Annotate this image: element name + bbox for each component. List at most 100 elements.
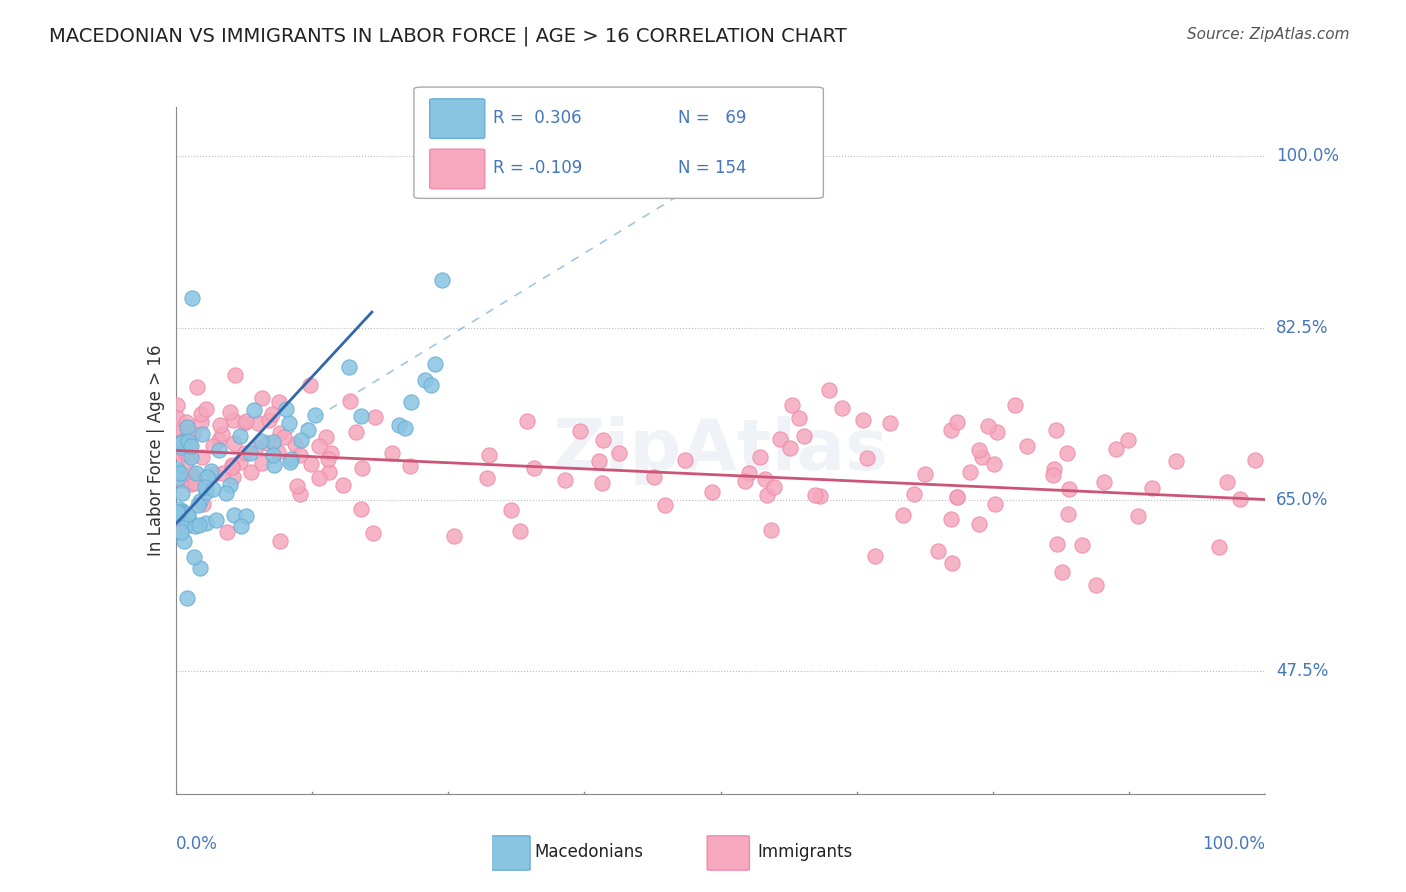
Point	[195, 485, 218, 500]
Point	[280, 451, 302, 466]
Point	[793, 429, 815, 443]
Point	[176, 591, 198, 605]
Point	[278, 455, 301, 469]
Point	[1042, 468, 1064, 483]
Point	[176, 507, 198, 521]
Point	[174, 446, 197, 460]
Point	[350, 502, 373, 516]
Point	[209, 418, 232, 433]
Text: 0.0%: 0.0%	[176, 835, 218, 853]
Point	[229, 455, 252, 469]
Point	[1070, 538, 1092, 552]
Point	[188, 561, 211, 575]
Point	[181, 291, 204, 305]
Point	[166, 466, 188, 480]
Point	[238, 446, 260, 460]
Point	[267, 445, 290, 459]
Point	[1017, 438, 1039, 452]
Point	[231, 519, 253, 533]
Point	[852, 412, 875, 426]
Point	[769, 432, 792, 446]
Point	[200, 464, 222, 478]
Point	[337, 359, 360, 374]
Point	[1208, 540, 1230, 554]
Point	[946, 415, 969, 429]
Point	[183, 518, 205, 533]
Point	[188, 517, 211, 532]
Point	[169, 467, 191, 481]
Text: R = -0.109: R = -0.109	[492, 160, 582, 178]
Point	[762, 480, 785, 494]
Point	[166, 411, 188, 425]
Point	[172, 507, 194, 521]
Point	[1056, 445, 1078, 459]
Point	[202, 482, 225, 496]
Text: Source: ZipAtlas.com: Source: ZipAtlas.com	[1187, 27, 1350, 42]
Point	[166, 461, 188, 475]
Point	[420, 377, 443, 392]
Point	[308, 471, 330, 485]
Point	[191, 450, 214, 464]
Point	[364, 410, 387, 425]
Point	[443, 529, 465, 543]
Point	[804, 488, 827, 502]
Point	[235, 508, 257, 523]
Point	[939, 511, 962, 525]
Point	[478, 448, 501, 462]
Point	[1045, 537, 1067, 551]
Point	[180, 450, 202, 464]
Point	[856, 451, 879, 466]
Point	[179, 467, 201, 482]
Point	[808, 489, 831, 503]
Point	[174, 518, 197, 533]
Point	[222, 413, 245, 427]
Point	[262, 449, 284, 463]
Point	[499, 503, 522, 517]
Point	[1092, 475, 1115, 490]
Point	[205, 513, 228, 527]
Point	[398, 458, 420, 473]
Point	[267, 395, 290, 409]
Point	[1116, 433, 1139, 447]
Point	[250, 434, 273, 448]
Point	[319, 446, 342, 460]
Point	[201, 439, 224, 453]
Point	[946, 490, 969, 504]
Point	[759, 523, 782, 537]
Point	[318, 465, 340, 479]
Point	[1244, 453, 1267, 467]
Point	[1057, 508, 1080, 522]
Point	[195, 402, 218, 417]
Point	[986, 425, 1008, 439]
Point	[208, 433, 231, 447]
Point	[475, 471, 498, 485]
Point	[172, 434, 194, 448]
Point	[262, 407, 284, 421]
Point	[215, 524, 238, 539]
FancyBboxPatch shape	[430, 149, 485, 189]
Point	[381, 446, 404, 460]
Point	[170, 524, 193, 539]
Point	[174, 461, 197, 475]
Point	[297, 423, 319, 437]
Point	[780, 398, 803, 412]
Point	[523, 461, 546, 475]
Point	[211, 427, 233, 442]
Point	[967, 517, 990, 532]
Point	[224, 368, 246, 382]
Point	[290, 448, 312, 462]
Point	[967, 442, 990, 457]
Text: 65.0%: 65.0%	[1277, 491, 1329, 508]
Text: Macedonians: Macedonians	[534, 843, 644, 861]
Point	[183, 469, 205, 483]
Point	[430, 273, 453, 287]
Text: N = 154: N = 154	[678, 160, 747, 178]
Point	[983, 457, 1005, 471]
Point	[399, 394, 422, 409]
FancyBboxPatch shape	[488, 836, 530, 871]
Point	[301, 457, 323, 471]
Point	[269, 425, 291, 440]
Point	[569, 425, 592, 439]
Point	[413, 373, 436, 387]
Point	[977, 419, 1000, 434]
